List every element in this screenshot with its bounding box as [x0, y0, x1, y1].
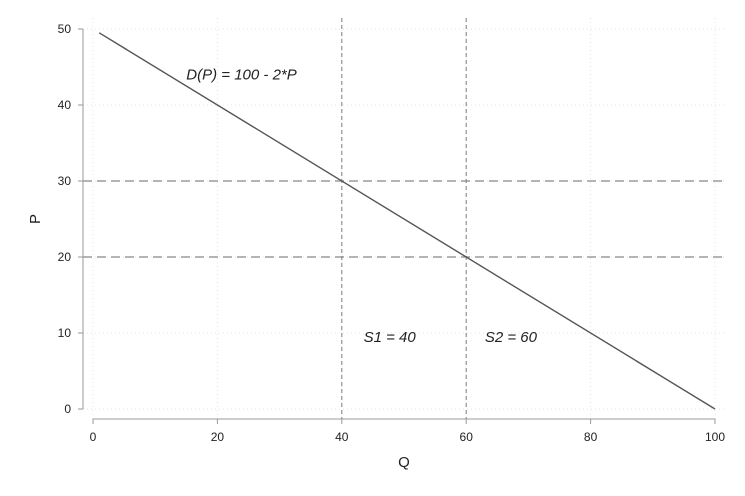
grid	[83, 18, 727, 419]
reference-lines	[83, 18, 727, 419]
y-tick-label: 30	[58, 174, 72, 188]
series	[98, 32, 716, 410]
x-tick-label: 0	[90, 430, 97, 444]
x-tick-label: 100	[705, 430, 725, 444]
y-tick-label: 0	[64, 402, 71, 416]
y-axis-label: P	[27, 214, 44, 224]
y-tick-label: 50	[58, 22, 72, 36]
y-tick-label: 10	[58, 326, 72, 340]
annotation-label: S1 = 40	[364, 329, 417, 346]
y-tick-label: 20	[58, 250, 72, 264]
x-tick-label: 60	[460, 430, 474, 444]
demand-curve	[98, 32, 716, 410]
labels: 0 10 20 30 40 50 0 20 40 60 80 100 D(P) = 100 - 2*P S…	[58, 22, 726, 444]
annotation-label: D(P) = 100 - 2*P	[186, 67, 296, 84]
axes	[78, 28, 716, 424]
annotation-label: S2 = 60	[485, 329, 538, 346]
x-axis-label: Q	[398, 454, 410, 471]
x-tick-label: 20	[211, 430, 225, 444]
x-tick-label: 40	[335, 430, 349, 444]
y-tick-label: 40	[58, 98, 72, 112]
x-tick-label: 80	[584, 430, 598, 444]
